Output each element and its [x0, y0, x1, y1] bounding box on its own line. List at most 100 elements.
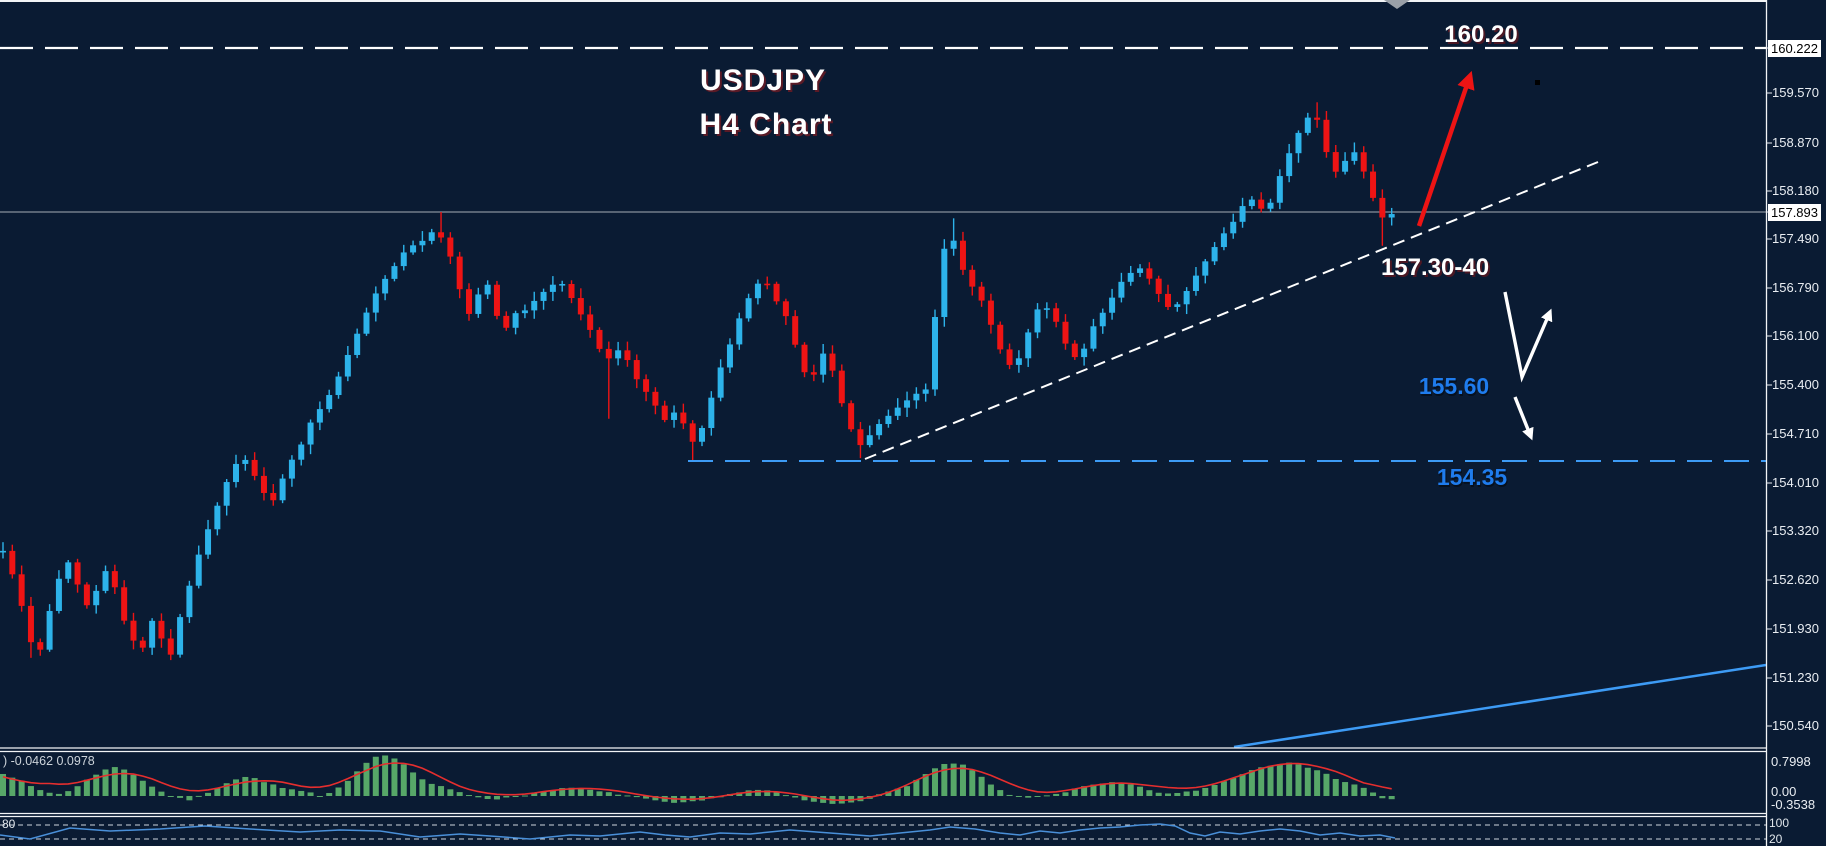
candle-body: [1351, 152, 1358, 161]
price-axis-label: 151.930: [1772, 620, 1819, 636]
macd-histogram-bar: [978, 776, 985, 796]
candle: [18, 565, 25, 612]
candle: [512, 310, 519, 335]
candle: [699, 425, 705, 447]
candle: [1286, 143, 1293, 183]
macd-histogram-bar: [83, 779, 90, 796]
macd-histogram-bar: [158, 791, 165, 796]
macd-histogram-bar: [102, 769, 109, 796]
candle-body: [969, 269, 976, 287]
candle: [428, 228, 435, 245]
macd-histogram-bar: [438, 786, 445, 796]
candle-body: [1155, 278, 1162, 294]
price-axis-label: 158.180: [1772, 182, 1819, 198]
candle-body: [354, 333, 361, 355]
candle-body: [167, 638, 174, 655]
macd-histogram-bar: [1202, 787, 1209, 796]
candles-layer[interactable]: [0, 102, 1395, 661]
candle: [316, 401, 323, 431]
macd-histogram-bar: [997, 790, 1004, 796]
candle-body: [549, 284, 556, 292]
candle: [363, 307, 370, 336]
macd-histogram-bar: [447, 789, 454, 796]
price-axis-label: 159.570: [1772, 84, 1819, 100]
candle-body: [643, 379, 650, 392]
candle-body: [792, 316, 799, 345]
candle: [466, 283, 472, 321]
macd-histogram-bar: [214, 787, 221, 796]
candle-body: [596, 329, 603, 349]
candle-body: [438, 232, 445, 238]
candle-body: [820, 353, 827, 375]
candle-body: [466, 289, 472, 314]
candle-body: [1165, 293, 1171, 307]
macd-panel[interactable]: [0, 755, 1395, 804]
candle: [223, 479, 230, 516]
macd-histogram-bar: [391, 758, 398, 796]
candle: [83, 582, 90, 609]
candle-body: [400, 252, 407, 267]
bullish-red-arrow[interactable]: [1416, 70, 1475, 227]
macd-histogram-bar: [1071, 788, 1078, 796]
candle-body: [298, 444, 305, 460]
candle: [764, 276, 771, 290]
candle-body: [941, 248, 948, 318]
candle: [260, 467, 267, 501]
candle: [279, 474, 286, 504]
candle-body: [559, 283, 566, 286]
macd-histogram-bar: [521, 795, 528, 797]
candle: [139, 636, 146, 652]
macd-histogram-bar: [195, 795, 202, 797]
rising-trendline-blue[interactable]: [1233, 663, 1767, 749]
macd-histogram-bar: [9, 777, 16, 796]
candle: [1174, 301, 1181, 312]
mid-target-label: 155.60: [1418, 373, 1490, 399]
macd-histogram-bar: [913, 779, 920, 796]
candle-body: [671, 412, 678, 420]
candle-body: [1192, 275, 1199, 292]
candle: [447, 232, 454, 265]
macd-histogram-bar: [1081, 786, 1088, 796]
macd-histogram-bar: [1370, 792, 1377, 796]
macd-histogram-bar: [242, 776, 249, 796]
stoch-panel[interactable]: [0, 823, 1766, 840]
pullback-v-arrow[interactable]: [1503, 291, 1553, 383]
candle-body: [37, 642, 44, 650]
candle-body: [904, 400, 911, 408]
bearish-white-arrow[interactable]: [1513, 396, 1534, 441]
candle-body: [764, 283, 771, 286]
candle-body: [857, 429, 864, 446]
candle-body: [1174, 304, 1181, 307]
macd-histogram-bar: [251, 778, 258, 796]
candle-body: [699, 428, 705, 442]
candle-body: [1183, 291, 1190, 305]
candle: [46, 604, 53, 652]
candle-body: [1304, 117, 1311, 133]
candle-body: [279, 478, 286, 501]
macd-histogram-bar: [354, 771, 361, 796]
candle: [1137, 264, 1144, 278]
macd-histogram-bar: [1109, 782, 1116, 796]
macd-histogram-bar: [1276, 764, 1283, 796]
candle-body: [978, 286, 985, 301]
candle: [726, 338, 733, 374]
macd-histogram-bar: [1323, 773, 1330, 796]
macd-histogram-bar: [969, 770, 976, 796]
candle-body: [1360, 152, 1367, 172]
macd-histogram-bar: [121, 769, 128, 796]
candle: [382, 275, 389, 301]
macd-histogram-bar: [1351, 784, 1358, 796]
scroll-position-triangle-icon[interactable]: [1384, 0, 1410, 9]
support-level-label: 154.35: [1436, 464, 1508, 490]
rising-trendline-dashed[interactable]: [864, 161, 1599, 460]
candle: [195, 545, 202, 589]
candle: [838, 364, 845, 407]
macd-histogram-bar: [1025, 796, 1032, 798]
candle: [438, 211, 445, 243]
macd-histogram-bar: [46, 792, 53, 796]
macd-histogram-bar: [941, 763, 948, 796]
macd-histogram-bar: [1230, 778, 1237, 796]
candle: [745, 293, 752, 322]
candle-body: [633, 360, 640, 380]
